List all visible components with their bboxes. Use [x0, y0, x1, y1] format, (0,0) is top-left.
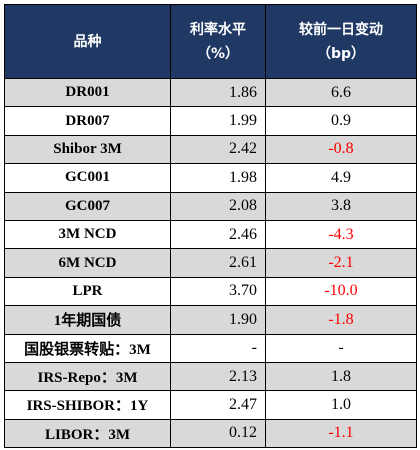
change-value: 1.8: [265, 361, 417, 392]
header-text: 品种: [73, 33, 102, 50]
table-row: IRS-Repo：3M 2.13 1.8: [4, 361, 417, 392]
item-name: IRS-SHIBOR：1Y: [4, 390, 171, 420]
rate-value: 2.08: [170, 191, 266, 221]
change-value: 0.9: [265, 106, 417, 136]
table-row: 1年期国债 1.90 -1.8: [4, 305, 417, 335]
header-text: （%）: [196, 45, 240, 62]
table-row: LIBOR：3M 0.12 -1.1: [4, 418, 417, 449]
rate-value: -: [170, 333, 266, 363]
rate-value: 0.12: [170, 418, 266, 449]
rate-value: 2.61: [170, 248, 266, 278]
table-row: GC007 2.08 3.8: [4, 191, 417, 221]
change-value: -0.8: [265, 134, 417, 165]
table-row: Shibor 3M 2.42 -0.8: [4, 134, 417, 165]
item-name: DR001: [4, 77, 171, 108]
table-row: 国股银票转贴：3M - -: [4, 333, 417, 363]
rate-value: 1.98: [170, 163, 266, 193]
item-name: GC001: [4, 163, 171, 193]
item-name: GC007: [4, 191, 171, 221]
rate-table: 品种 利率水平 （%） 较前一日变动 （bp） DR001 1.86 6.6 DR007 1.9…: [4, 4, 417, 449]
rate-value: 3.70: [170, 276, 266, 307]
table-row: 3M NCD 2.46 -4.3: [4, 219, 417, 250]
change-value: 6.6: [265, 77, 417, 108]
table-row: IRS-SHIBOR：1Y 2.47 1.0: [4, 390, 417, 420]
rate-value: 1.99: [170, 106, 266, 136]
header-cell: 较前一日变动 （bp）: [265, 4, 417, 79]
header-cell: 品种: [4, 4, 171, 79]
change-value: 1.0: [265, 390, 417, 420]
item-name: 1年期国债: [4, 305, 171, 335]
rate-value: 1.90: [170, 305, 266, 335]
change-value: -: [265, 333, 417, 363]
rate-value: 1.86: [170, 77, 266, 108]
change-value: 4.9: [265, 163, 417, 193]
change-value: -2.1: [265, 248, 417, 278]
item-name: LIBOR：3M: [4, 418, 171, 449]
item-name: DR007: [4, 106, 171, 136]
item-name: Shibor 3M: [4, 134, 171, 165]
item-name: 3M NCD: [4, 219, 171, 250]
table-row: DR007 1.99 0.9: [4, 106, 417, 136]
rate-value: 2.42: [170, 134, 266, 165]
change-value: -4.3: [265, 219, 417, 250]
rate-value: 2.47: [170, 390, 266, 420]
rate-value: 2.13: [170, 361, 266, 392]
header-cell: 利率水平 （%）: [170, 4, 266, 79]
item-name: 6M NCD: [4, 248, 171, 278]
rate-value: 2.46: [170, 219, 266, 250]
table-row: 6M NCD 2.61 -2.1: [4, 248, 417, 278]
table-row: GC001 1.98 4.9: [4, 163, 417, 193]
change-value: -1.8: [265, 305, 417, 335]
change-value: -10.0: [265, 276, 417, 307]
table-row: DR001 1.86 6.6: [4, 77, 417, 108]
table-body: DR001 1.86 6.6 DR007 1.99 0.9 Shibor 3M 2.42 -0.…: [4, 77, 417, 449]
header-text: （bp）: [316, 45, 366, 62]
header-text: 利率水平: [190, 21, 246, 38]
item-name: 国股银票转贴：3M: [4, 333, 171, 363]
header-text: 较前一日变动: [299, 21, 383, 38]
item-name: IRS-Repo：3M: [4, 361, 171, 392]
item-name: LPR: [4, 276, 171, 307]
header-row: 品种 利率水平 （%） 较前一日变动 （bp）: [4, 4, 417, 79]
table-row: LPR 3.70 -10.0: [4, 276, 417, 307]
change-value: -1.1: [265, 418, 417, 449]
change-value: 3.8: [265, 191, 417, 221]
